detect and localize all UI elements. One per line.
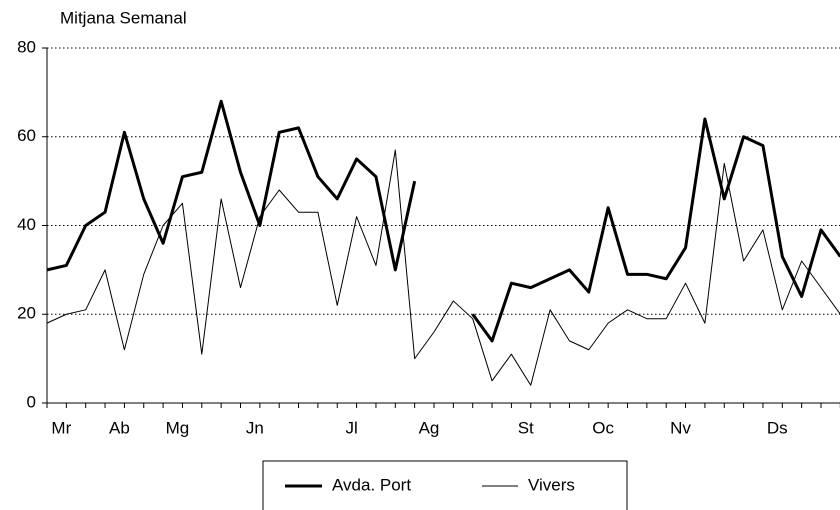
x-tick-label: Oc [592,418,614,437]
x-tick-label: Ds [767,418,788,437]
legend [262,460,628,510]
y-tick-label: 40 [17,215,36,234]
y-tick-label: 20 [17,304,36,323]
x-tick-label: Ab [109,418,130,437]
series-line [46,99,840,343]
series-line [46,149,840,386]
y-tick-label: 0 [27,392,36,411]
x-tick-label: Ag [419,418,440,437]
legend-label: Avda. Port [332,475,411,494]
y-tick-label: 80 [17,37,36,56]
x-tick-label: Jl [345,418,357,437]
x-tick-label: Nv [670,418,691,437]
x-tick-label: St [518,418,534,437]
chart-title: Mitjana Semanal [60,8,187,27]
x-tick-label: Mr [51,418,71,437]
x-tick-label: Mg [166,418,190,437]
x-tick-label: Jn [246,418,264,437]
legend-label: Vivers [528,475,575,494]
y-tick-label: 60 [17,126,36,145]
